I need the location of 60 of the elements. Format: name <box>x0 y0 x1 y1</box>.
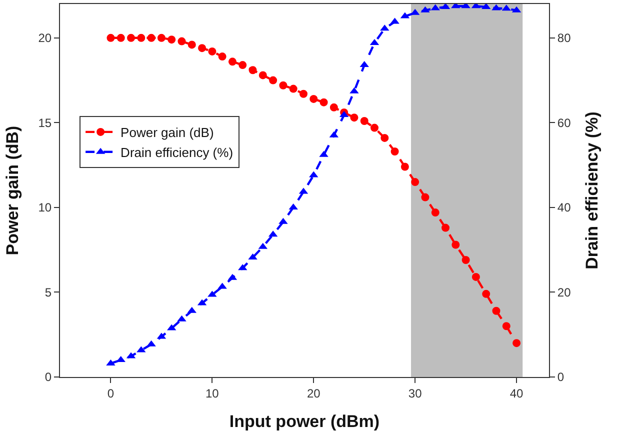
y-axis-title: Power gain (dB) <box>2 126 22 256</box>
point <box>208 47 216 56</box>
point <box>512 339 521 348</box>
point <box>462 256 470 264</box>
point <box>198 44 206 52</box>
point <box>269 76 278 84</box>
y2-axis-title: Drain efficiency (%) <box>582 112 602 270</box>
point <box>310 94 318 103</box>
point <box>178 37 186 46</box>
point <box>442 224 450 232</box>
x-axis-title: Input power (dBm) <box>229 412 380 431</box>
y-tick-label: 20 <box>38 31 52 46</box>
point <box>380 134 389 142</box>
x-tick-label: 20 <box>306 386 321 400</box>
point <box>116 34 125 42</box>
point <box>502 322 510 330</box>
x-tick-label: 10 <box>206 386 220 400</box>
point <box>330 103 338 112</box>
y-tick-label: 5 <box>44 285 52 300</box>
point <box>106 34 115 42</box>
point <box>431 208 440 217</box>
point <box>228 58 236 66</box>
point <box>157 34 166 42</box>
point <box>218 52 226 61</box>
point <box>320 98 328 106</box>
point <box>390 148 399 156</box>
point <box>452 240 460 249</box>
point <box>360 116 368 125</box>
point <box>350 114 358 122</box>
y2-tick-label: 60 <box>557 116 572 130</box>
point <box>299 90 308 98</box>
point <box>147 34 156 42</box>
point <box>137 34 146 42</box>
point <box>492 306 500 315</box>
x-tick-label: 0 <box>107 386 114 400</box>
point <box>127 34 136 42</box>
x-tick-label: 30 <box>408 386 422 400</box>
y-tick-label: 15 <box>38 116 52 130</box>
point <box>472 272 480 281</box>
point <box>411 178 420 186</box>
point <box>168 36 176 44</box>
y2-tick-label: 0 <box>557 370 564 384</box>
point <box>370 124 378 132</box>
y-tick-label: 10 <box>38 200 52 215</box>
legend-label: Drain efficiency (%) <box>120 144 234 160</box>
y-tick-label: 0 <box>44 370 52 384</box>
y2-tick-label: 80 <box>557 31 572 46</box>
x-tick-label: 40 <box>510 386 524 400</box>
point <box>258 71 267 80</box>
point <box>279 81 288 90</box>
y2-tick-label: 20 <box>557 285 572 300</box>
point <box>482 290 490 298</box>
y2-tick-label: 40 <box>557 200 572 215</box>
point <box>248 66 257 74</box>
point <box>421 193 430 202</box>
point <box>238 61 247 70</box>
legend-label: Power gain (dB) <box>120 125 214 140</box>
point <box>188 40 196 49</box>
point <box>400 162 409 171</box>
point <box>289 84 298 93</box>
